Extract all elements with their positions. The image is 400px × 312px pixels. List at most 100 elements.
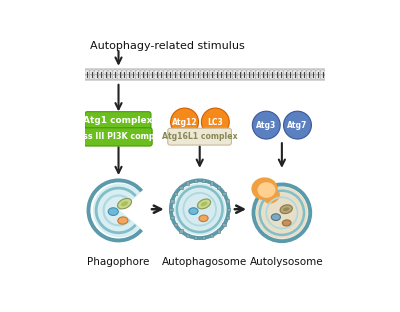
Circle shape <box>302 70 307 75</box>
Circle shape <box>103 75 108 80</box>
Ellipse shape <box>198 199 211 209</box>
Text: Atg16L1 complex: Atg16L1 complex <box>162 132 238 141</box>
Circle shape <box>140 70 145 75</box>
Circle shape <box>191 70 196 75</box>
Circle shape <box>288 75 293 80</box>
Circle shape <box>242 75 247 80</box>
Circle shape <box>145 70 150 75</box>
Circle shape <box>191 75 196 80</box>
Circle shape <box>218 75 224 80</box>
Ellipse shape <box>282 220 291 226</box>
Ellipse shape <box>271 214 280 221</box>
Circle shape <box>85 75 90 80</box>
Circle shape <box>117 70 122 75</box>
Text: Autophagosome: Autophagosome <box>162 257 248 267</box>
FancyBboxPatch shape <box>202 236 206 239</box>
FancyBboxPatch shape <box>217 229 220 233</box>
Ellipse shape <box>201 202 208 206</box>
FancyBboxPatch shape <box>84 128 152 146</box>
FancyBboxPatch shape <box>227 207 230 211</box>
Text: Autophagy-related stimulus: Autophagy-related stimulus <box>90 41 244 51</box>
Circle shape <box>122 70 127 75</box>
Circle shape <box>256 187 308 239</box>
Circle shape <box>182 70 187 75</box>
Ellipse shape <box>258 182 276 198</box>
Circle shape <box>108 75 113 80</box>
Text: Atg1 complex: Atg1 complex <box>83 116 153 125</box>
Circle shape <box>205 70 210 75</box>
Circle shape <box>242 70 247 75</box>
Circle shape <box>265 75 270 80</box>
Circle shape <box>177 70 182 75</box>
FancyBboxPatch shape <box>169 207 172 211</box>
Circle shape <box>196 70 201 75</box>
Circle shape <box>256 70 261 75</box>
Circle shape <box>172 70 178 75</box>
Text: LC3: LC3 <box>208 118 223 126</box>
Circle shape <box>122 75 127 80</box>
Circle shape <box>98 75 104 80</box>
Circle shape <box>269 70 274 75</box>
Circle shape <box>228 75 233 80</box>
FancyBboxPatch shape <box>179 186 182 189</box>
Circle shape <box>112 75 118 80</box>
Circle shape <box>297 75 302 80</box>
FancyBboxPatch shape <box>168 128 232 145</box>
Circle shape <box>158 75 164 80</box>
Circle shape <box>274 70 279 75</box>
Circle shape <box>126 70 132 75</box>
Text: Autolysosome: Autolysosome <box>250 257 324 267</box>
FancyBboxPatch shape <box>194 236 197 239</box>
Circle shape <box>306 75 312 80</box>
Circle shape <box>232 75 238 80</box>
Ellipse shape <box>118 198 132 209</box>
Text: Atg3: Atg3 <box>256 121 276 129</box>
Circle shape <box>154 70 159 75</box>
FancyBboxPatch shape <box>226 199 229 203</box>
Circle shape <box>265 70 270 75</box>
Circle shape <box>232 70 238 75</box>
FancyBboxPatch shape <box>186 181 190 185</box>
Circle shape <box>168 75 173 80</box>
Circle shape <box>260 75 265 80</box>
Circle shape <box>260 70 265 75</box>
Circle shape <box>126 75 132 80</box>
Circle shape <box>209 70 214 75</box>
Circle shape <box>140 75 145 80</box>
Ellipse shape <box>199 215 208 222</box>
Circle shape <box>214 75 219 80</box>
Ellipse shape <box>264 189 280 204</box>
FancyBboxPatch shape <box>170 199 174 203</box>
Circle shape <box>283 70 288 75</box>
Circle shape <box>89 70 94 75</box>
Circle shape <box>252 111 280 139</box>
Circle shape <box>256 75 261 80</box>
FancyBboxPatch shape <box>170 216 174 219</box>
FancyBboxPatch shape <box>186 234 190 237</box>
Circle shape <box>274 75 279 80</box>
Circle shape <box>98 70 104 75</box>
Circle shape <box>177 75 182 80</box>
Circle shape <box>218 70 224 75</box>
Circle shape <box>163 70 168 75</box>
Circle shape <box>284 111 312 139</box>
Circle shape <box>94 70 99 75</box>
Circle shape <box>149 75 154 80</box>
Circle shape <box>174 183 226 235</box>
FancyBboxPatch shape <box>85 68 325 81</box>
Circle shape <box>112 70 118 75</box>
Ellipse shape <box>189 208 198 214</box>
FancyBboxPatch shape <box>217 186 220 189</box>
FancyBboxPatch shape <box>222 223 226 227</box>
FancyBboxPatch shape <box>202 179 206 182</box>
Ellipse shape <box>121 201 128 206</box>
Circle shape <box>246 75 252 80</box>
Circle shape <box>316 70 321 75</box>
Circle shape <box>306 70 312 75</box>
FancyBboxPatch shape <box>85 112 151 130</box>
FancyBboxPatch shape <box>210 234 213 237</box>
FancyBboxPatch shape <box>174 192 177 195</box>
Circle shape <box>168 70 173 75</box>
Ellipse shape <box>108 208 118 216</box>
FancyBboxPatch shape <box>179 229 182 233</box>
